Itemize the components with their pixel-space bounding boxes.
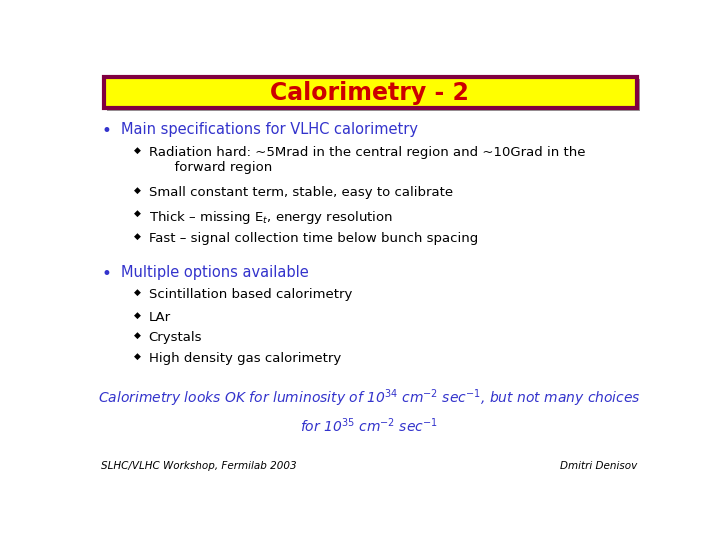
Text: ◆: ◆: [134, 288, 141, 296]
Text: •: •: [102, 122, 112, 140]
Text: ◆: ◆: [134, 146, 141, 156]
Text: Thick – missing E$_t$, energy resolution: Thick – missing E$_t$, energy resolution: [148, 208, 392, 226]
Text: Multiple options available: Multiple options available: [121, 265, 308, 280]
Text: Calorimetry - 2: Calorimetry - 2: [269, 81, 469, 105]
Text: Crystals: Crystals: [148, 332, 202, 345]
Text: SLHC/VLHC Workshop, Fermilab 2003: SLHC/VLHC Workshop, Fermilab 2003: [101, 462, 297, 471]
Text: Fast – signal collection time below bunch spacing: Fast – signal collection time below bunc…: [148, 232, 478, 245]
Text: Calorimetry looks OK for luminosity of 10$^{34}$ cm$^{-2}$ sec$^{-1}$, but not m: Calorimetry looks OK for luminosity of 1…: [97, 388, 641, 435]
Text: High density gas calorimetry: High density gas calorimetry: [148, 352, 341, 365]
Bar: [104, 77, 637, 109]
Text: Scintillation based calorimetry: Scintillation based calorimetry: [148, 288, 352, 301]
Text: Main specifications for VLHC calorimetry: Main specifications for VLHC calorimetry: [121, 122, 418, 137]
Text: ◆: ◆: [134, 352, 141, 361]
Bar: [107, 79, 639, 111]
Text: ◆: ◆: [134, 232, 141, 240]
Text: •: •: [102, 265, 112, 283]
Text: ◆: ◆: [134, 310, 141, 320]
Text: Dmitri Denisov: Dmitri Denisov: [559, 462, 637, 471]
Text: LAr: LAr: [148, 310, 171, 323]
Text: Radiation hard: ~5Mrad in the central region and ~10Grad in the
      forward re: Radiation hard: ~5Mrad in the central re…: [148, 146, 585, 174]
Text: Small constant term, stable, easy to calibrate: Small constant term, stable, easy to cal…: [148, 186, 453, 199]
Text: ◆: ◆: [134, 186, 141, 195]
Text: ◆: ◆: [134, 332, 141, 340]
Text: ◆: ◆: [134, 208, 141, 218]
